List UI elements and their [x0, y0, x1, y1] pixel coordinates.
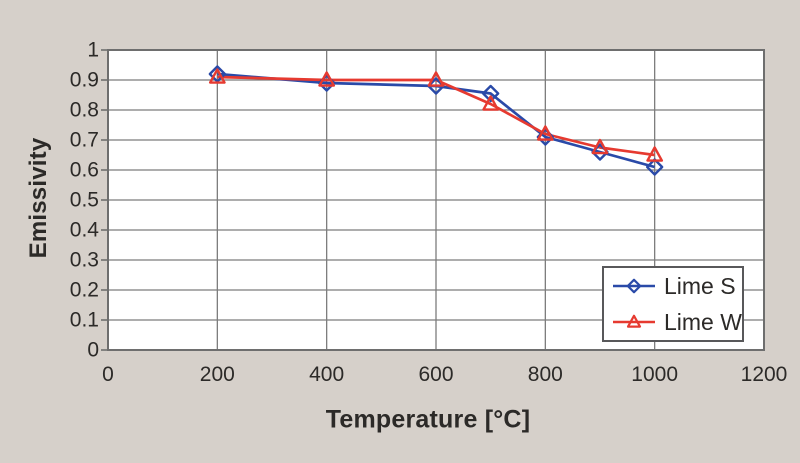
- x-tick-label: 0: [102, 363, 114, 386]
- y-tick-label: 0.5: [69, 188, 99, 212]
- lime-w-line-marker-icon: [613, 314, 655, 328]
- plot-frame: [107, 49, 765, 351]
- y-tick-label: 1: [87, 38, 99, 62]
- y-tick-label: 0.2: [69, 278, 99, 302]
- y-tick-label: 0.9: [69, 68, 99, 92]
- legend-item-lime-w: Lime W: [604, 304, 742, 340]
- plot-area: [101, 49, 765, 351]
- y-tick-label: 0.4: [69, 218, 99, 242]
- lime-s-line-marker-icon: [613, 278, 655, 294]
- y-tick-label: 0: [87, 338, 99, 362]
- data-point-triangle-marker: [208, 68, 226, 84]
- legend-label-lime-w: Lime W: [664, 308, 742, 335]
- data-point-diamond-marker: [481, 84, 500, 103]
- y-tick-label: 0.7: [69, 128, 99, 152]
- data-point-triangle-marker: [427, 71, 445, 87]
- data-point-triangle-marker: [646, 146, 664, 162]
- x-tick-label: 200: [199, 363, 235, 386]
- y-tick-label: 0.3: [69, 248, 99, 272]
- data-point-triangle-marker: [482, 95, 500, 111]
- x-tick-label: 600: [418, 363, 454, 386]
- x-tick-label: 1200: [740, 363, 788, 386]
- legend-label-lime-s: Lime S: [664, 272, 736, 299]
- y-tick-label: 0.6: [69, 158, 99, 182]
- x-tick-label: 800: [527, 363, 563, 386]
- legend-item-lime-s: Lime S: [604, 268, 742, 304]
- plot-canvas: [101, 49, 765, 351]
- y-tick-label: 0.1: [69, 308, 99, 332]
- x-tick-label: 1000: [631, 363, 679, 386]
- x-axis-title: Temperature [°C]: [325, 405, 531, 434]
- data-point-triangle-marker: [536, 125, 554, 141]
- data-point-triangle-marker: [318, 71, 336, 87]
- y-tick-label: 0.8: [69, 98, 99, 122]
- legend-key-triangle-marker: [626, 314, 642, 328]
- data-point-triangle-marker: [591, 138, 609, 155]
- data-point-diamond-marker: [645, 158, 664, 176]
- series-line-triangle: [217, 75, 655, 157]
- x-tick-label: 400: [309, 363, 345, 386]
- legend: Lime S Lime W: [602, 266, 744, 342]
- legend-key-diamond-marker: [626, 278, 642, 294]
